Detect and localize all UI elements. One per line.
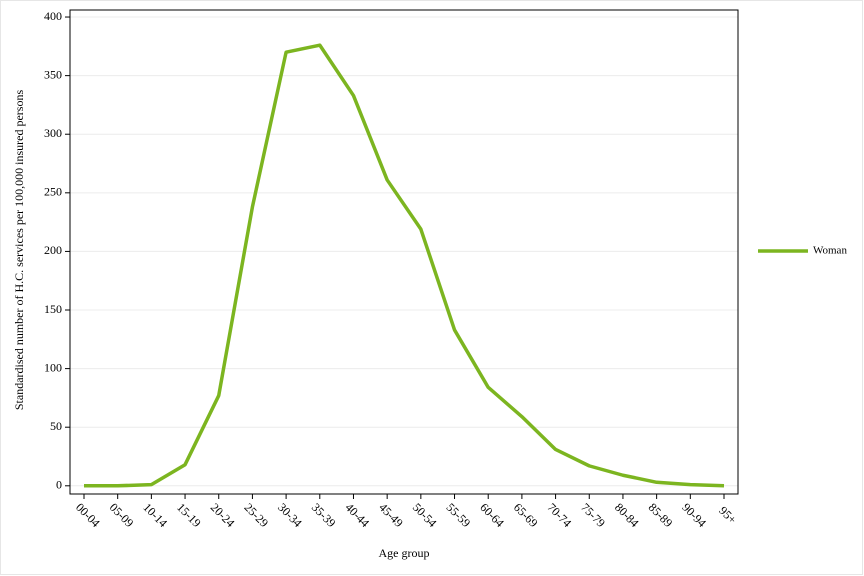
x-axis-label: Age group xyxy=(379,546,430,560)
x-tick-label: 90-94 xyxy=(679,500,709,530)
x-tick-label: 45-49 xyxy=(376,500,406,530)
x-tick-label: 95+ xyxy=(716,504,739,527)
y-tick-label: 350 xyxy=(44,67,62,81)
x-tick-label: 50-54 xyxy=(410,500,440,530)
plot-area xyxy=(69,9,739,495)
x-tick-label: 20-24 xyxy=(208,500,238,530)
y-tick-label: 50 xyxy=(50,419,62,433)
x-tick-label: 30-34 xyxy=(275,500,305,530)
x-tick-label: 85-89 xyxy=(646,500,676,530)
x-tick-label: 40-44 xyxy=(343,500,373,530)
x-tick-label: 80-84 xyxy=(612,500,642,530)
y-tick-label: 250 xyxy=(44,185,62,199)
x-tick-label: 60-64 xyxy=(477,500,507,530)
x-tick-label: 15-19 xyxy=(174,500,204,530)
line xyxy=(84,43,725,488)
y-tick-label: 300 xyxy=(44,126,62,140)
x-tick-label: 25-29 xyxy=(241,500,271,530)
y-tick-label: 0 xyxy=(56,478,62,492)
x-tick-label: 00-04 xyxy=(73,500,103,530)
legend-label: Woman xyxy=(813,245,847,257)
y-axis-label: Standardised number of H.C. services per… xyxy=(12,90,26,411)
y-tick-label: 100 xyxy=(44,360,62,374)
y-tick-label: 150 xyxy=(44,302,62,316)
x-tick-label: 75-79 xyxy=(578,500,608,530)
x-tick-label: 10-14 xyxy=(140,500,170,530)
x-tick-label: 65-69 xyxy=(511,500,541,530)
x-tick-label: 70-74 xyxy=(545,500,575,530)
y-tick-label: 200 xyxy=(44,243,62,257)
x-tick-label: 35-39 xyxy=(309,500,339,530)
y-tick-label: 400 xyxy=(44,9,62,23)
x-tick-label: 55-59 xyxy=(444,500,474,530)
x-tick-label: 05-09 xyxy=(107,500,137,530)
